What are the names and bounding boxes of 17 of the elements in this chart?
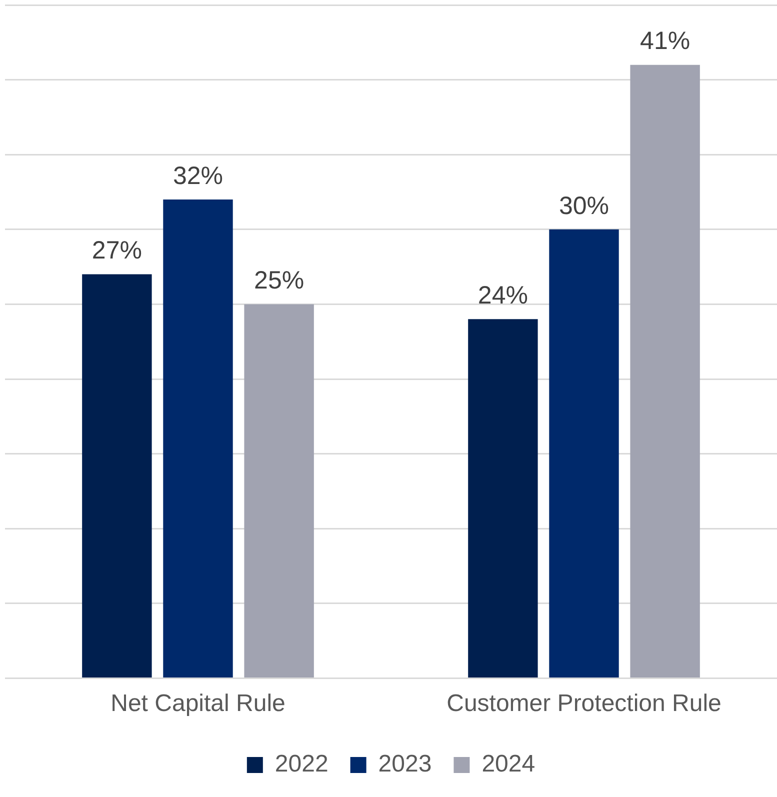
x-tick-label: Customer Protection Rule — [446, 690, 722, 718]
data-label: 32% — [172, 162, 224, 190]
data-label: 24% — [478, 282, 528, 310]
bar — [468, 319, 538, 678]
data-label: 30% — [558, 192, 610, 220]
bar — [82, 274, 152, 678]
data-label: 27% — [92, 236, 142, 265]
legend-label: 2022 — [274, 750, 328, 778]
data-label: 25% — [254, 266, 304, 295]
bar — [549, 229, 619, 678]
legend-label: 2024 — [482, 750, 536, 778]
legend-label: 2023 — [378, 750, 432, 778]
bar — [244, 304, 314, 678]
bar — [630, 64, 700, 678]
bar — [163, 199, 233, 678]
x-tick-label: Net Capital Rule — [110, 690, 286, 718]
data-label: 41% — [640, 27, 690, 56]
